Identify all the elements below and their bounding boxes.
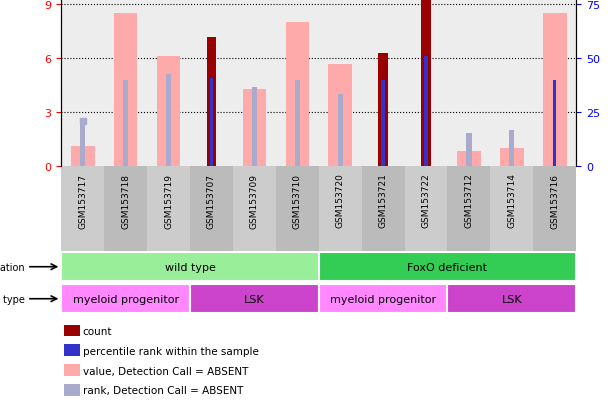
Bar [71,147,94,166]
Bar [190,0,233,166]
Bar [123,81,128,166]
Text: myeloid progenitor: myeloid progenitor [72,294,179,304]
Bar [405,0,447,166]
Bar [319,285,447,313]
Bar [490,0,533,166]
Bar [378,54,388,166]
Bar [276,166,319,251]
Text: GSM153707: GSM153707 [207,173,216,228]
Text: myeloid progenitor: myeloid progenitor [330,294,436,304]
Bar [157,57,180,166]
Bar [61,253,319,281]
Bar [338,95,343,166]
Text: percentile rank within the sample: percentile rank within the sample [83,346,259,356]
Bar [447,285,576,313]
Bar [295,81,300,166]
Bar [210,79,213,166]
Bar [61,285,190,313]
Bar [319,253,576,281]
Text: genotype/variation: genotype/variation [0,262,25,272]
Bar [243,90,266,166]
Bar [147,166,190,251]
Bar [447,166,490,251]
Bar [61,0,104,166]
Bar [166,75,171,166]
Text: GSM153722: GSM153722 [422,173,430,228]
Bar [533,0,576,166]
Bar [421,0,431,166]
Bar [319,166,362,251]
Bar [447,0,490,166]
Bar [381,81,385,166]
Bar [329,64,352,166]
Bar [362,0,405,166]
Bar [233,0,276,166]
Bar [64,364,80,376]
Bar [190,166,233,251]
Text: GSM153710: GSM153710 [293,173,302,228]
Text: rank, Detection Call = ABSENT: rank, Detection Call = ABSENT [83,385,243,395]
Bar [509,131,514,166]
Bar [64,325,80,337]
Bar [104,166,147,251]
Text: GSM153718: GSM153718 [121,173,130,228]
Bar [147,0,190,166]
Text: LSK: LSK [501,294,522,304]
Text: wild type: wild type [165,262,215,272]
Bar [405,166,447,251]
Bar [276,0,319,166]
Bar [424,57,428,166]
Bar [207,38,216,166]
Text: GSM153716: GSM153716 [550,173,559,228]
Text: GSM153714: GSM153714 [508,173,516,228]
Bar [319,0,362,166]
Bar [466,134,471,166]
Bar [362,166,405,251]
Bar [286,23,309,166]
Text: FoxO deficient: FoxO deficient [408,262,487,272]
Bar [553,81,557,166]
Bar [64,344,80,356]
Bar [104,0,147,166]
Bar [114,14,137,166]
Text: GSM153719: GSM153719 [164,173,173,228]
Text: LSK: LSK [244,294,265,304]
Text: cell type: cell type [0,294,25,304]
Text: GSM153720: GSM153720 [336,173,345,228]
Bar [61,166,104,251]
Bar [252,88,257,166]
Text: value, Detection Call = ABSENT: value, Detection Call = ABSENT [83,366,248,375]
Bar [533,166,576,251]
Text: GSM153709: GSM153709 [250,173,259,228]
Bar [543,14,566,166]
Bar [500,148,524,166]
Bar [64,384,80,396]
Text: GSM153717: GSM153717 [78,173,87,228]
Bar [233,166,276,251]
Bar [490,166,533,251]
Bar [190,285,319,313]
Text: count: count [83,326,112,336]
Text: GSM153721: GSM153721 [379,173,387,228]
Bar [80,122,85,166]
Bar [457,152,481,166]
Text: GSM153712: GSM153712 [465,173,473,228]
